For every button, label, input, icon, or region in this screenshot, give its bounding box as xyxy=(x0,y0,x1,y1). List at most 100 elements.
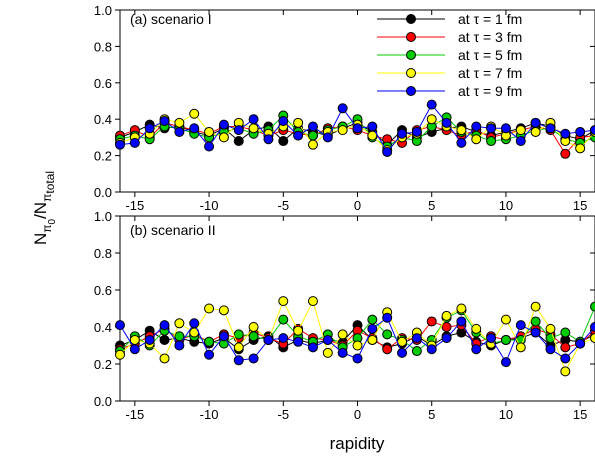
data-point xyxy=(590,322,595,332)
data-point xyxy=(218,119,229,130)
data-point xyxy=(204,126,215,137)
y-tick-label: 0.6 xyxy=(94,76,112,91)
y-tick-label: 1.0 xyxy=(94,209,112,224)
y-tick-label: 1.0 xyxy=(94,3,112,18)
data-point xyxy=(278,296,289,307)
data-point xyxy=(367,314,378,325)
data-point xyxy=(411,346,422,357)
data-point xyxy=(144,334,155,345)
data-point xyxy=(441,322,452,332)
x-tick-label: 0 xyxy=(354,198,361,213)
data-point xyxy=(293,325,304,336)
x-tick-label: 15 xyxy=(573,198,587,213)
data-point xyxy=(307,121,318,132)
data-point xyxy=(278,136,289,147)
data-point xyxy=(471,121,482,132)
data-point xyxy=(218,331,229,342)
data-point xyxy=(322,347,333,358)
data-point xyxy=(545,323,556,334)
data-point xyxy=(218,305,229,316)
data-point xyxy=(129,344,140,355)
data-point xyxy=(367,334,378,345)
data-point xyxy=(545,123,556,134)
data-point xyxy=(500,123,511,134)
data-point xyxy=(486,123,497,134)
data-point xyxy=(337,329,348,340)
x-tick-label: -5 xyxy=(278,198,290,213)
data-point xyxy=(560,327,571,338)
y-tick-label: 0.2 xyxy=(94,357,112,372)
data-point xyxy=(382,312,393,323)
plot-frame xyxy=(119,215,595,402)
data-point xyxy=(174,331,185,342)
y-tick-label: 0.8 xyxy=(94,246,112,261)
data-point xyxy=(575,338,586,349)
data-point xyxy=(307,296,318,307)
data-point xyxy=(204,303,215,314)
data-point xyxy=(337,103,348,114)
data-point xyxy=(174,117,185,128)
data-point xyxy=(590,333,595,344)
y-tick-label: 0.8 xyxy=(94,39,112,54)
y-tick-label: 0.0 xyxy=(94,185,112,200)
y-tick-label: 0.4 xyxy=(94,112,112,127)
data-point xyxy=(426,114,437,125)
x-tick-label: -15 xyxy=(125,407,144,422)
panel-title: (a) scenario I xyxy=(130,11,212,27)
data-point xyxy=(367,323,378,334)
legend-label: at τ = 3 fm xyxy=(458,29,522,45)
data-point xyxy=(382,329,393,340)
x-tick-label: 15 xyxy=(573,407,587,422)
data-point xyxy=(337,347,348,358)
y-tick-label: 0.6 xyxy=(94,283,112,298)
data-point xyxy=(263,134,274,145)
data-point xyxy=(560,128,571,139)
data-point xyxy=(486,136,497,147)
x-tick-label: -10 xyxy=(200,407,219,422)
y-axis-title: Nπ0/Nπtotal xyxy=(31,171,58,245)
data-point xyxy=(322,132,333,143)
x-tick-label: 5 xyxy=(428,407,435,422)
data-point xyxy=(115,320,125,331)
data-point xyxy=(248,322,259,332)
data-point xyxy=(218,132,229,143)
data-point xyxy=(515,136,526,147)
x-tick-label: 5 xyxy=(428,198,435,213)
x-tick-label: -5 xyxy=(278,407,290,422)
legend-marker xyxy=(406,14,416,24)
data-point xyxy=(515,342,526,353)
data-point xyxy=(189,318,200,329)
data-point xyxy=(159,353,170,364)
y-tick-label: 0.4 xyxy=(94,320,112,335)
data-point xyxy=(456,125,467,136)
legend-label: at τ = 9 fm xyxy=(458,83,522,99)
data-point xyxy=(174,318,185,329)
legend-label: at τ = 5 fm xyxy=(458,47,522,63)
data-point xyxy=(307,139,318,150)
data-point xyxy=(590,301,595,312)
data-point xyxy=(367,121,378,132)
data-point xyxy=(352,353,363,364)
data-point xyxy=(471,344,482,355)
panel-scenario-2: (b) scenario II 0.0 0.2 0.4 0.6 0.8 1.0 -15 -10… xyxy=(94,209,595,422)
data-point xyxy=(204,141,215,152)
data-point xyxy=(575,126,586,137)
data-point xyxy=(233,355,244,366)
data-point xyxy=(115,349,125,360)
data-point xyxy=(293,130,304,141)
data-point xyxy=(530,327,541,338)
data-point xyxy=(515,125,526,136)
data-point xyxy=(189,108,200,119)
data-point xyxy=(560,342,571,353)
data-point xyxy=(322,334,333,345)
legend-label: at τ = 1 fm xyxy=(458,11,522,27)
data-point xyxy=(293,336,304,347)
legend-marker xyxy=(406,32,416,42)
data-point xyxy=(515,320,526,331)
data-point xyxy=(560,353,571,364)
data-point xyxy=(352,123,363,134)
data-point xyxy=(144,123,155,134)
data-point xyxy=(129,137,140,148)
data-point xyxy=(441,310,452,321)
x-tick-label: 10 xyxy=(499,407,513,422)
